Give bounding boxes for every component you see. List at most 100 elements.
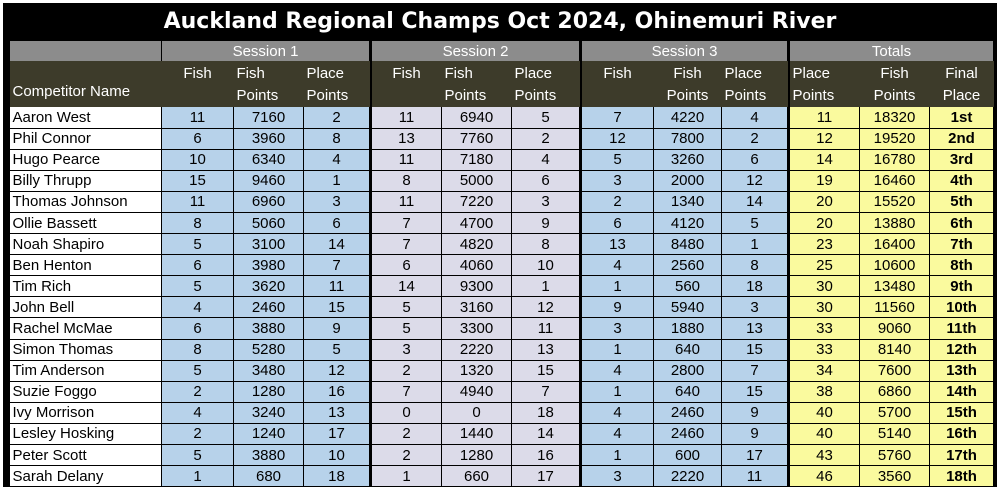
s2-fish-points-cell: 1280 (441, 444, 512, 467)
s3-place-points-cell: 9 (721, 402, 788, 424)
header-s2-place-points: Place Points (511, 61, 580, 107)
s2-fish-points-cell: 4940 (441, 381, 512, 403)
s1-fish-cell: 6 (161, 128, 234, 150)
s2-place-points-cell: 12 (511, 296, 580, 319)
table-row: Phil Connor 6 3960 8 13 7760 2 12 7800 2 12 19520 2n… (9, 128, 994, 150)
total-place-points-cell: 30 (789, 296, 860, 319)
s2-fish-cell: 11 (371, 149, 442, 171)
s1-fish-cell: 2 (161, 423, 234, 446)
s1-fish-points-cell: 3960 (233, 128, 304, 150)
s3-fish-points-cell: 560 (653, 275, 722, 298)
s3-fish-points-cell: 600 (653, 444, 722, 467)
total-final-place-cell: 9th (929, 275, 994, 298)
s3-fish-points-cell: 8480 (653, 233, 722, 256)
s2-fish-cell: 13 (371, 128, 442, 150)
total-final-place-cell: 1st (929, 107, 994, 129)
s1-fish-points-cell: 3100 (233, 233, 304, 256)
total-fish-points-cell: 10600 (859, 254, 930, 277)
s1-fish-points-cell: 5060 (233, 212, 304, 235)
s3-fish-points-cell: 7800 (653, 128, 722, 150)
s3-fish-cell: 2 (581, 191, 654, 213)
total-final-place-cell: 10th (929, 296, 994, 319)
table-row: Hugo Pearce 10 6340 4 11 7180 4 5 3260 6 14 16780 3r… (9, 149, 994, 171)
s1-fish-points-cell: 6960 (233, 191, 304, 213)
s1-fish-points-cell: 5280 (233, 339, 304, 361)
s3-place-points-cell: 15 (721, 339, 788, 361)
competitor-name-cell: Ivy Morrison (9, 402, 162, 424)
total-fish-points-cell: 8140 (859, 339, 930, 361)
competitor-name-cell: Tim Rich (9, 275, 162, 298)
total-place-points-cell: 20 (789, 212, 860, 235)
s3-fish-points-cell: 2800 (653, 360, 722, 382)
competitor-name-cell: Billy Thrupp (9, 170, 162, 192)
competitor-name-cell: Peter Scott (9, 444, 162, 467)
total-fish-points-cell: 18320 (859, 107, 930, 129)
s2-fish-points-cell: 6940 (441, 107, 512, 129)
s1-fish-cell: 4 (161, 296, 234, 319)
s3-place-points-cell: 17 (721, 444, 788, 467)
s1-fish-points-cell: 3480 (233, 360, 304, 382)
total-fish-points-cell: 5760 (859, 444, 930, 467)
group-header-row: Session 1 Session 2 Session 3 Totals (9, 41, 994, 61)
s1-place-points-cell: 7 (303, 254, 370, 277)
s1-place-points-cell: 5 (303, 339, 370, 361)
total-place-points-cell: 20 (789, 191, 860, 213)
s1-place-points-cell: 8 (303, 128, 370, 150)
competitor-name-cell: Aaron West (9, 107, 162, 129)
s1-place-points-cell: 9 (303, 317, 370, 340)
total-final-place-cell: 12th (929, 339, 994, 361)
total-place-points-cell: 12 (789, 128, 860, 150)
s2-place-points-cell: 16 (511, 444, 580, 467)
group-totals: Totals (789, 41, 994, 61)
competitor-name-cell: Rachel McMae (9, 317, 162, 340)
s3-fish-cell: 5 (581, 149, 654, 171)
total-place-points-cell: 23 (789, 233, 860, 256)
total-fish-points-cell: 5140 (859, 423, 930, 446)
s2-fish-cell: 5 (371, 317, 442, 340)
competitor-name-cell: Noah Shapiro (9, 233, 162, 256)
s2-fish-points-cell: 660 (441, 465, 512, 488)
s1-place-points-cell: 17 (303, 423, 370, 446)
total-final-place-cell: 13th (929, 360, 994, 382)
competitor-name-cell: Lesley Hosking (9, 423, 162, 446)
s3-fish-points-cell: 2220 (653, 465, 722, 488)
total-final-place-cell: 16th (929, 423, 994, 446)
table-row: Ben Henton 6 3980 7 6 4060 10 4 2560 8 25 10600 8th (9, 254, 994, 277)
header-s2-fish-points: Fish Points (441, 61, 512, 107)
table-row: Tim Anderson 5 3480 12 2 1320 15 4 2800 7 34 7600 13… (9, 360, 994, 382)
s1-place-points-cell: 14 (303, 233, 370, 256)
s3-fish-cell: 13 (581, 233, 654, 256)
s2-place-points-cell: 4 (511, 149, 580, 171)
s2-fish-points-cell: 4700 (441, 212, 512, 235)
total-final-place-cell: 5th (929, 191, 994, 213)
s2-place-points-cell: 1 (511, 275, 580, 298)
s3-place-points-cell: 12 (721, 170, 788, 192)
s3-place-points-cell: 9 (721, 423, 788, 446)
s3-fish-points-cell: 2560 (653, 254, 722, 277)
s3-fish-cell: 1 (581, 275, 654, 298)
s1-place-points-cell: 13 (303, 402, 370, 424)
s2-fish-points-cell: 9300 (441, 275, 512, 298)
header-total-place-points: Place Points (789, 61, 860, 107)
s2-fish-cell: 14 (371, 275, 442, 298)
s3-fish-points-cell: 2000 (653, 170, 722, 192)
s1-fish-cell: 11 (161, 107, 234, 129)
s2-fish-cell: 7 (371, 212, 442, 235)
results-table: Session 1 Session 2 Session 3 Totals Com… (9, 41, 994, 488)
s1-place-points-cell: 16 (303, 381, 370, 403)
total-final-place-cell: 8th (929, 254, 994, 277)
s3-place-points-cell: 14 (721, 191, 788, 213)
s1-fish-points-cell: 7160 (233, 107, 304, 129)
s1-fish-cell: 10 (161, 149, 234, 171)
s2-fish-points-cell: 7180 (441, 149, 512, 171)
table-row: Thomas Johnson 11 6960 3 11 7220 3 2 1340 14 20 155… (9, 191, 994, 213)
s1-place-points-cell: 2 (303, 107, 370, 129)
s3-fish-points-cell: 640 (653, 381, 722, 403)
competitor-name-cell: John Bell (9, 296, 162, 319)
s3-fish-cell: 3 (581, 317, 654, 340)
s1-fish-points-cell: 1240 (233, 423, 304, 446)
s3-fish-cell: 7 (581, 107, 654, 129)
header-competitor-name: Competitor Name (9, 61, 162, 107)
total-place-points-cell: 40 (789, 402, 860, 424)
s3-fish-points-cell: 1880 (653, 317, 722, 340)
